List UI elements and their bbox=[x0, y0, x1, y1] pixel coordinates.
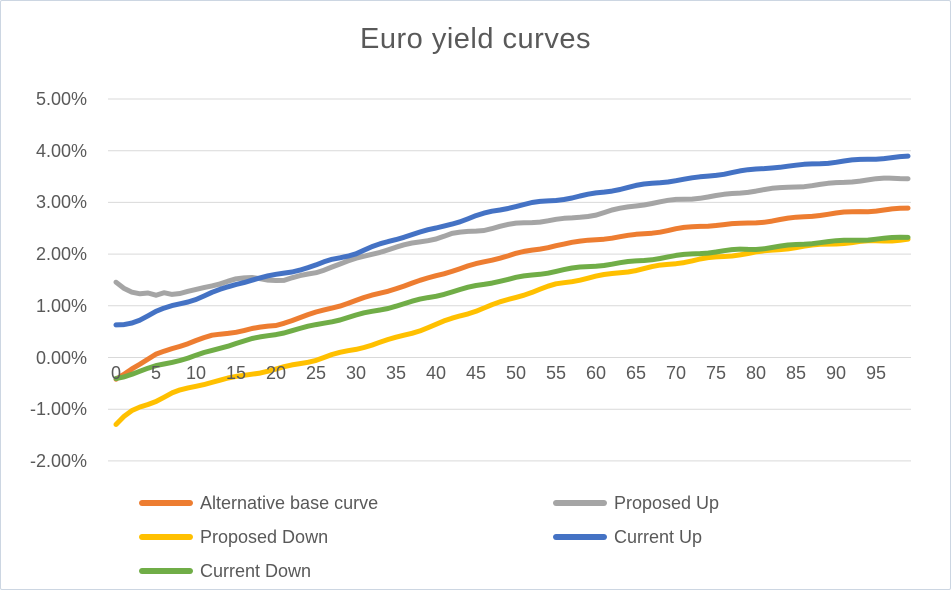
x-axis-label: 55 bbox=[545, 363, 567, 383]
legend-label: Alternative base curve bbox=[200, 492, 379, 513]
x-axis-label: 20 bbox=[265, 363, 287, 383]
legend-swatch-current-down bbox=[139, 568, 193, 574]
y-axis-label: 0.00% bbox=[35, 347, 87, 368]
x-axis-label: 40 bbox=[425, 363, 447, 383]
x-axis-label: 35 bbox=[385, 363, 407, 383]
y-axis-label: -1.00% bbox=[29, 399, 87, 420]
legend-swatch-current-up bbox=[553, 534, 607, 540]
legend-item-proposed-up[interactable]: Proposed Up bbox=[553, 493, 719, 513]
legend-label: Proposed Down bbox=[200, 526, 329, 547]
y-axis-label: 2.00% bbox=[35, 244, 87, 265]
x-axis-label: 50 bbox=[505, 363, 527, 383]
y-axis-label: 3.00% bbox=[35, 192, 87, 213]
x-axis-label: 95 bbox=[865, 363, 887, 383]
x-axis-label: 5 bbox=[150, 363, 161, 383]
legend-item-current-down[interactable]: Current Down bbox=[139, 561, 311, 581]
x-axis-label: 90 bbox=[825, 363, 847, 383]
x-axis-label: 80 bbox=[745, 363, 767, 383]
legend-item-alternative-base-curve[interactable]: Alternative base curve bbox=[139, 493, 378, 513]
x-axis-label: 10 bbox=[185, 363, 207, 383]
legend-swatch-proposed-down bbox=[139, 534, 193, 540]
y-axis-label: 4.00% bbox=[35, 140, 87, 161]
x-axis-label: 85 bbox=[785, 363, 807, 383]
legend-label: Current Down bbox=[200, 560, 312, 581]
legend-swatch-proposed-up bbox=[553, 500, 607, 506]
x-axis-label: 65 bbox=[625, 363, 647, 383]
series-line-current-up[interactable] bbox=[113, 153, 911, 328]
x-axis-label: 75 bbox=[705, 363, 727, 383]
x-axis-label: 15 bbox=[225, 363, 247, 383]
x-axis-label: 0 bbox=[110, 363, 121, 383]
x-axis-label: 70 bbox=[665, 363, 687, 383]
series-line-current-down[interactable] bbox=[113, 234, 911, 381]
x-axis-label: 45 bbox=[465, 363, 487, 383]
series-line-proposed-up[interactable] bbox=[113, 175, 911, 298]
y-axis-label: 1.00% bbox=[35, 295, 87, 316]
y-axis-label: 5.00% bbox=[35, 89, 87, 109]
legend-label: Proposed Up bbox=[614, 492, 720, 513]
legend-label: Current Up bbox=[614, 526, 703, 547]
x-axis-label: 30 bbox=[345, 363, 367, 383]
legend-item-proposed-down[interactable]: Proposed Down bbox=[139, 527, 328, 547]
series-line-proposed-down[interactable] bbox=[113, 236, 911, 427]
chart-title: Euro yield curves bbox=[360, 23, 591, 55]
x-axis-label: 25 bbox=[305, 363, 327, 383]
legend-swatch-alternative-base-curve bbox=[139, 500, 193, 506]
x-axis-label: 60 bbox=[585, 363, 607, 383]
y-axis-label: -2.00% bbox=[29, 450, 87, 471]
series-line-alternative-base-curve[interactable] bbox=[113, 205, 911, 382]
legend-item-current-up[interactable]: Current Up bbox=[553, 527, 702, 547]
